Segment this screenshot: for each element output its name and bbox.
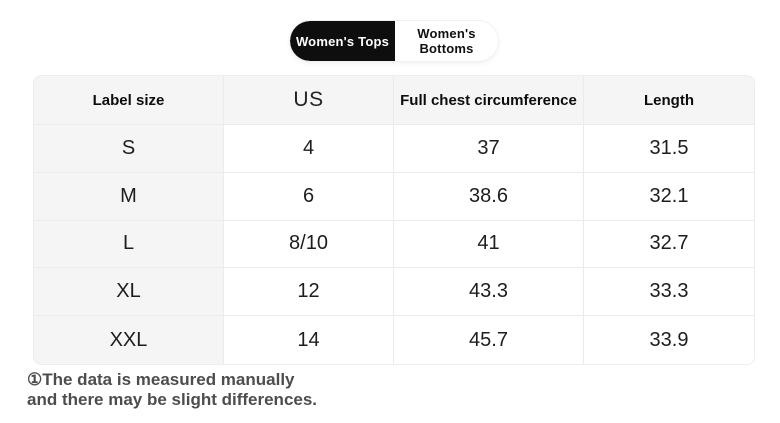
cell-us: 12 (224, 268, 394, 317)
measurement-disclaimer: ①The data is measured manually and there… (27, 370, 317, 410)
header-full-chest-circumference: Full chest circumference (394, 76, 584, 125)
cell-length: 33.3 (584, 268, 754, 317)
table-row: XXL 14 45.7 33.9 (34, 316, 754, 364)
cell-chest: 41 (394, 220, 584, 269)
cell-size: XL (34, 268, 224, 317)
cell-chest: 37 (394, 125, 584, 173)
tab-womens-tops[interactable]: Women's Tops (290, 21, 395, 61)
cell-size: S (34, 125, 224, 173)
category-tabs: Women's Tops Women's Bottoms (290, 21, 498, 61)
tab-womens-bottoms[interactable]: Women's Bottoms (395, 21, 498, 61)
cell-size: L (34, 220, 224, 269)
cell-length: 31.5 (584, 125, 754, 173)
cell-chest: 43.3 (394, 268, 584, 317)
cell-chest: 38.6 (394, 172, 584, 221)
table-row: L 8/10 41 32.7 (34, 220, 754, 269)
size-chart-table: Label size US Full chest circumference L… (33, 75, 755, 365)
header-label-size: Label size (34, 76, 224, 125)
cell-size: XXL (34, 316, 224, 364)
disclaimer-line-2: and there may be slight differences. (27, 390, 318, 409)
cell-us: 4 (224, 125, 394, 173)
cell-us: 14 (224, 316, 394, 364)
cell-length: 33.9 (584, 316, 754, 364)
table-row: M 6 38.6 32.1 (34, 172, 754, 221)
cell-length: 32.7 (584, 220, 754, 269)
header-us: US (224, 76, 394, 125)
disclaimer-line-1: ①The data is measured manually (27, 370, 295, 389)
header-length: Length (584, 76, 754, 125)
table-row: S 4 37 31.5 (34, 125, 754, 173)
table-row: XL 12 43.3 33.3 (34, 268, 754, 317)
cell-us: 8/10 (224, 220, 394, 269)
cell-us: 6 (224, 172, 394, 221)
cell-chest: 45.7 (394, 316, 584, 364)
cell-length: 32.1 (584, 172, 754, 221)
table-header-row: Label size US Full chest circumference L… (34, 76, 754, 125)
cell-size: M (34, 172, 224, 221)
